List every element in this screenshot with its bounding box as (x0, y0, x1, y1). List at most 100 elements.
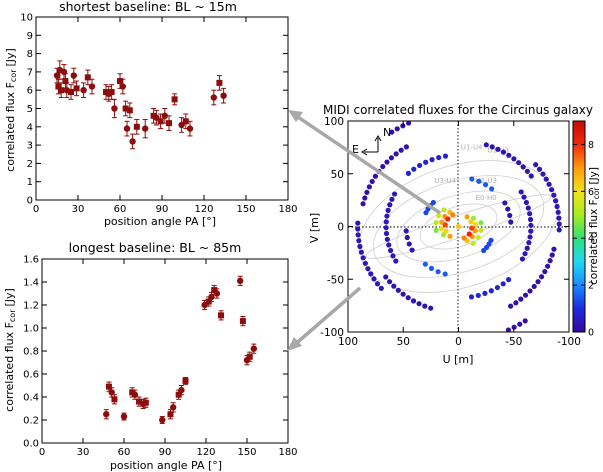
uv-point (482, 182, 489, 188)
longest-baseline-marker-square (175, 391, 182, 398)
uv-point (384, 159, 390, 165)
shortest-baseline-ytick-label: 10 (20, 13, 33, 24)
uv-xtick-label: -100 (557, 336, 581, 348)
longest-baseline-marker-square (136, 398, 143, 405)
shortest-baseline-marker-square (122, 105, 129, 112)
uv-point (505, 277, 512, 283)
shortest-baseline-point (63, 82, 70, 99)
longest-baseline-marker-circle (178, 386, 185, 394)
shortest-baseline-point (68, 84, 74, 100)
uv-point (365, 266, 371, 272)
longest-baseline-marker-square (246, 353, 253, 360)
shortest-baseline-point (161, 108, 168, 124)
colorbar-tick-label: 0 (588, 328, 594, 339)
longest-baseline-point (246, 351, 253, 362)
uv-point (478, 220, 484, 226)
longest-baseline-panel: longest baseline: BL ~ 85m 0 30 60 90 120 150… (3, 240, 298, 472)
longest-baseline-point (218, 310, 225, 321)
shortest-baseline-point (166, 115, 172, 131)
uv-point (380, 163, 386, 170)
uv-point (517, 321, 523, 327)
uv-xtick-label: -50 (505, 336, 522, 348)
uv-point (505, 206, 511, 212)
compass-east-arrowhead (361, 148, 368, 156)
shortest-baseline-panel: shortest baseline: BL ~ 15m 0 30 60 90 120 15… (4, 0, 298, 228)
uv-point (428, 265, 435, 271)
uv-point (507, 212, 513, 219)
longest-baseline-ytick-label: 1.4 (23, 278, 39, 289)
colorbar (572, 120, 586, 333)
uv-point (540, 171, 546, 177)
uv-point (523, 199, 529, 206)
longest-baseline-ytick-label: 0.8 (23, 347, 39, 358)
colorbar-tick-label: 8 (588, 140, 594, 151)
uv-point (422, 303, 428, 309)
uv-point (475, 234, 481, 240)
uv-point (423, 159, 429, 165)
longest-baseline-axes-frame (41, 258, 289, 444)
shortest-baseline-marker-square (68, 89, 74, 96)
shortest-baseline-point (133, 118, 140, 135)
uv-point (429, 157, 435, 163)
uv-point (508, 303, 514, 309)
uv-point (360, 201, 366, 207)
longest-baseline-ytick-label: 0.4 (23, 393, 39, 404)
longest-baseline-point (236, 275, 244, 286)
uv-point (389, 196, 395, 202)
shortest-baseline-marker-square (126, 107, 133, 114)
shortest-baseline-ytick-label: 5 (27, 104, 33, 115)
longest-baseline-point (250, 343, 258, 354)
longest-baseline-marker-square (105, 383, 112, 390)
uv-point (356, 238, 362, 244)
uv-point (469, 225, 475, 231)
longest-baseline-ylabel: correlated flux Fcor[Jy] (3, 288, 17, 412)
shortest-baseline-xlabel: position angle PA [°] (104, 215, 216, 228)
uv-point (543, 176, 549, 182)
uv-point (455, 223, 462, 230)
uv-point (410, 298, 417, 304)
shortest-baseline-xtick-label: 90 (156, 204, 169, 215)
shortest-baseline-point (60, 64, 68, 80)
shortest-baseline-point (103, 84, 109, 100)
uv-point (556, 227, 562, 233)
shortest-baseline-marker-circle (80, 87, 87, 94)
shortest-baseline-marker-square (157, 118, 164, 125)
longest-baseline-marker-circle (213, 290, 221, 297)
uv-ylabel: V [m] (308, 213, 321, 243)
uv-point (553, 198, 559, 204)
shortest-baseline-ytick-label: 9 (27, 31, 33, 42)
uv-point (556, 221, 562, 227)
uv-point (442, 271, 448, 277)
uv-point (355, 220, 361, 226)
longest-baseline-marker-square (218, 312, 225, 319)
uv-point (391, 191, 398, 197)
uv-point (394, 126, 400, 132)
compass-east-label: E (352, 143, 359, 156)
longest-baseline-xtick-label: 150 (237, 447, 256, 458)
shortest-baseline-axes-frame (35, 16, 289, 201)
uv-point (519, 256, 526, 262)
uv-point (416, 162, 423, 169)
longest-baseline-marker-circle (208, 293, 215, 301)
uv-point (442, 222, 448, 228)
colorbar-label: correlated flux Fcor[Jy] (588, 167, 601, 285)
shortest-baseline-marker-square (108, 89, 115, 96)
longest-baseline-point (103, 409, 110, 420)
uv-point (440, 232, 447, 238)
uv-point (494, 284, 501, 291)
longest-baseline-xtick-label: 30 (77, 447, 90, 458)
uv-point (368, 271, 374, 277)
uv-point (411, 166, 417, 172)
shortest-baseline-ytick-label: 2 (27, 159, 33, 170)
uv-point (554, 203, 560, 210)
longest-baseline-title: longest baseline: BL ~ 85m (69, 240, 242, 255)
uv-point (551, 246, 557, 252)
shortest-baseline-point (62, 73, 69, 89)
longest-baseline-ytick-label: 1.0 (23, 324, 39, 335)
uv-point (545, 263, 551, 269)
shortest-baseline-point (129, 133, 136, 150)
uv-point (362, 260, 368, 266)
uv-point (522, 251, 528, 257)
uv-point (360, 255, 366, 261)
